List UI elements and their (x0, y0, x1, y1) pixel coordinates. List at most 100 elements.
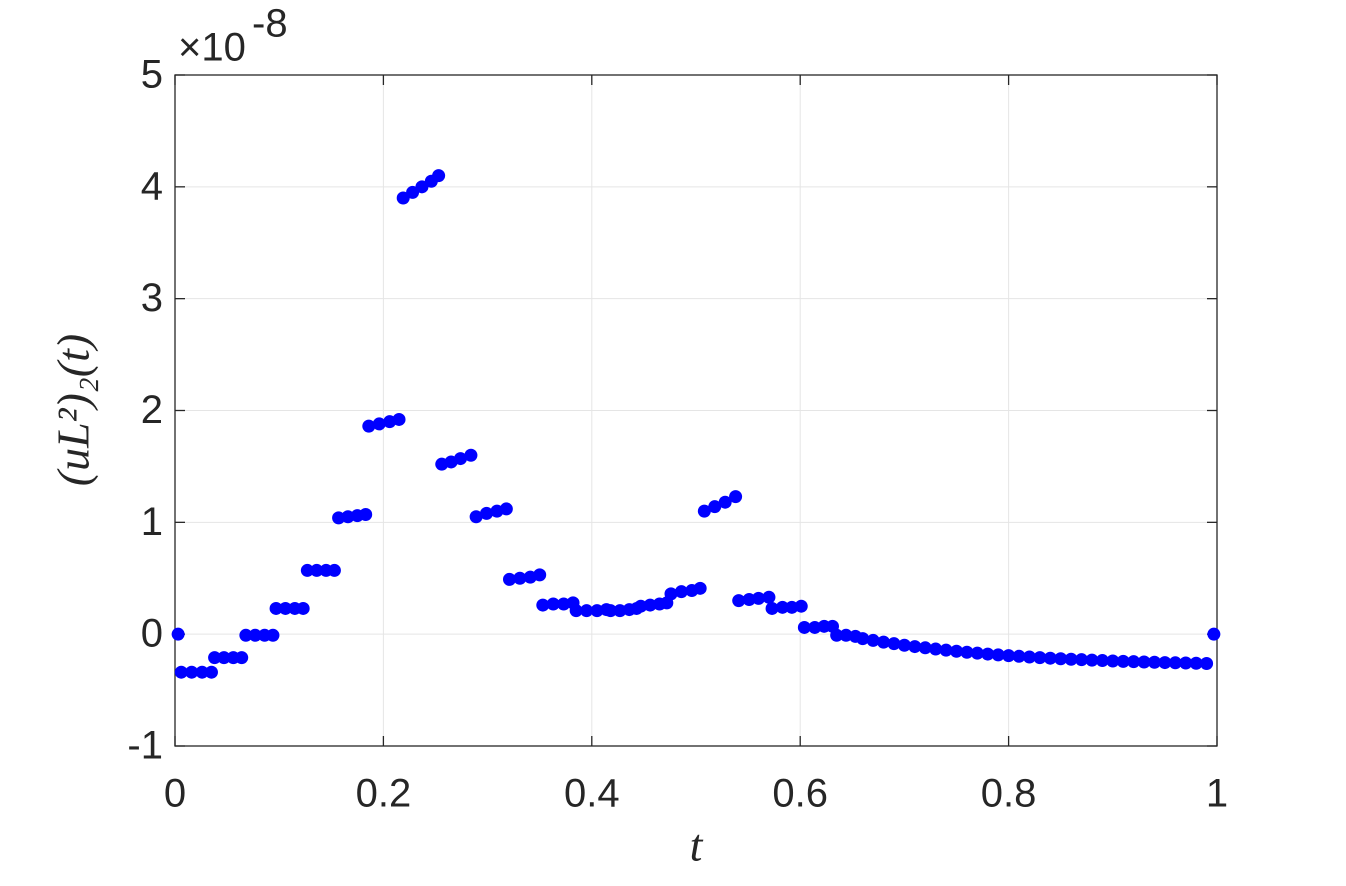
x-axis-label: t (690, 820, 704, 871)
x-tick-label: 0.6 (772, 772, 828, 816)
point (794, 599, 808, 613)
point (300, 563, 314, 577)
point (729, 490, 743, 504)
point (752, 591, 766, 605)
point (1137, 655, 1151, 669)
point (464, 448, 478, 462)
y-tick-label: -1 (127, 724, 163, 768)
point (269, 601, 283, 615)
point (929, 642, 943, 656)
point (533, 568, 547, 582)
y-axis-label: (uL²)₂(t) (48, 334, 99, 486)
point (797, 620, 811, 634)
point (1127, 655, 1141, 669)
point (693, 581, 707, 595)
point (266, 628, 280, 642)
point (208, 651, 222, 665)
point (327, 563, 341, 577)
point (1200, 656, 1214, 670)
point (469, 510, 483, 524)
y-exponent: -8 (252, 2, 288, 46)
point (499, 502, 513, 516)
point (897, 638, 911, 652)
point (960, 645, 974, 659)
point (569, 604, 583, 618)
point (1085, 653, 1099, 667)
point (502, 572, 516, 586)
point (1106, 654, 1120, 668)
y-tick-label: 2 (141, 388, 163, 432)
point (1012, 649, 1026, 663)
point (718, 495, 732, 509)
point (310, 563, 324, 577)
point (536, 598, 550, 612)
x-tick-label: 0.8 (981, 772, 1037, 816)
point (877, 635, 891, 649)
point (1022, 650, 1036, 664)
point (1158, 656, 1172, 670)
point (432, 169, 446, 183)
point (480, 506, 494, 520)
point (1002, 649, 1016, 663)
point (970, 646, 984, 660)
point (406, 185, 420, 199)
point (1095, 654, 1109, 668)
point (762, 590, 776, 604)
point (248, 628, 262, 642)
x-tick-label: 0.4 (564, 772, 620, 816)
point (217, 651, 231, 665)
point (204, 665, 218, 679)
point (697, 504, 711, 518)
point (396, 191, 410, 205)
point (856, 632, 870, 646)
point (1075, 653, 1089, 667)
point (296, 601, 310, 615)
point (546, 597, 560, 611)
point (1189, 656, 1203, 670)
point (372, 417, 386, 431)
point (866, 633, 880, 647)
point (950, 644, 963, 658)
point (1179, 656, 1193, 670)
point (513, 571, 527, 585)
point (732, 594, 746, 608)
point (674, 585, 688, 599)
point (1043, 651, 1057, 665)
point (1116, 654, 1130, 668)
point (604, 604, 618, 618)
point (765, 601, 779, 615)
point (664, 587, 678, 601)
point (991, 648, 1005, 662)
point (887, 637, 901, 651)
point (195, 665, 209, 679)
point (171, 627, 185, 641)
point (235, 651, 249, 665)
x-tick-label: 1 (1206, 772, 1228, 816)
y-tick-label: 3 (141, 276, 163, 320)
point (392, 412, 406, 426)
point (830, 628, 844, 642)
y-tick-label: 0 (141, 612, 163, 656)
point (239, 628, 253, 642)
point (278, 601, 292, 615)
point (362, 419, 376, 433)
y-tick-label: 1 (141, 500, 163, 544)
point (775, 600, 789, 614)
point (580, 604, 594, 618)
point (1033, 651, 1047, 665)
point (454, 452, 468, 466)
point (1207, 627, 1221, 641)
point (1064, 652, 1078, 666)
point (185, 665, 199, 679)
point (918, 641, 932, 655)
point (908, 640, 922, 654)
point (939, 643, 953, 657)
point (1054, 652, 1068, 666)
point (1168, 656, 1182, 670)
x-tick-label: 0.2 (356, 772, 412, 816)
point (1147, 655, 1161, 669)
point (174, 665, 188, 679)
y-multiplier: ×10 (178, 26, 246, 70)
point (981, 647, 995, 661)
